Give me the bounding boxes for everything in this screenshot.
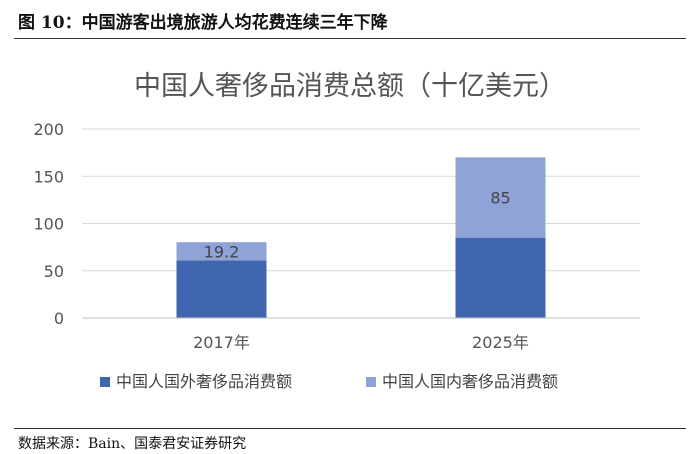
- y-tick-label: 0: [54, 309, 64, 328]
- data-label: 19.2: [204, 242, 240, 261]
- bar-segment: [455, 157, 546, 238]
- y-tick-label: 150: [33, 167, 64, 186]
- data-labels: 19.2 85: [204, 189, 511, 262]
- legend-label: 中国人国外奢侈品消费额: [116, 372, 292, 391]
- y-tick-label: 100: [33, 215, 64, 234]
- bar-segment: [455, 237, 546, 318]
- legend-swatch: [100, 377, 110, 387]
- legend-swatch: [366, 377, 376, 387]
- axes: 0 50 100 150 200 2017年 2025年: [33, 120, 640, 352]
- gridlines: [82, 128, 640, 272]
- legend-label: 中国人国内奢侈品消费额: [382, 372, 558, 391]
- y-tick-label: 50: [44, 262, 64, 281]
- x-category-label: 2017年: [193, 333, 250, 352]
- bar-segment: [176, 242, 267, 261]
- legend: 中国人国外奢侈品消费额 中国人国内奢侈品消费额: [100, 372, 558, 391]
- x-category-label: 2025年: [472, 333, 529, 352]
- y-tick-label: 200: [33, 120, 64, 139]
- bar-segment: [176, 260, 267, 318]
- bars: [176, 157, 546, 318]
- source-note: 数据来源：Bain、国泰君安证券研究: [18, 436, 247, 452]
- figure-caption: 图 10：中国游客出境旅游人均花费连续三年下降: [18, 13, 388, 33]
- chart-title: 中国人奢侈品消费总额（十亿美元）: [134, 71, 566, 102]
- source-divider: [14, 428, 686, 429]
- data-label: 85: [490, 189, 510, 208]
- caption-divider: [14, 38, 686, 39]
